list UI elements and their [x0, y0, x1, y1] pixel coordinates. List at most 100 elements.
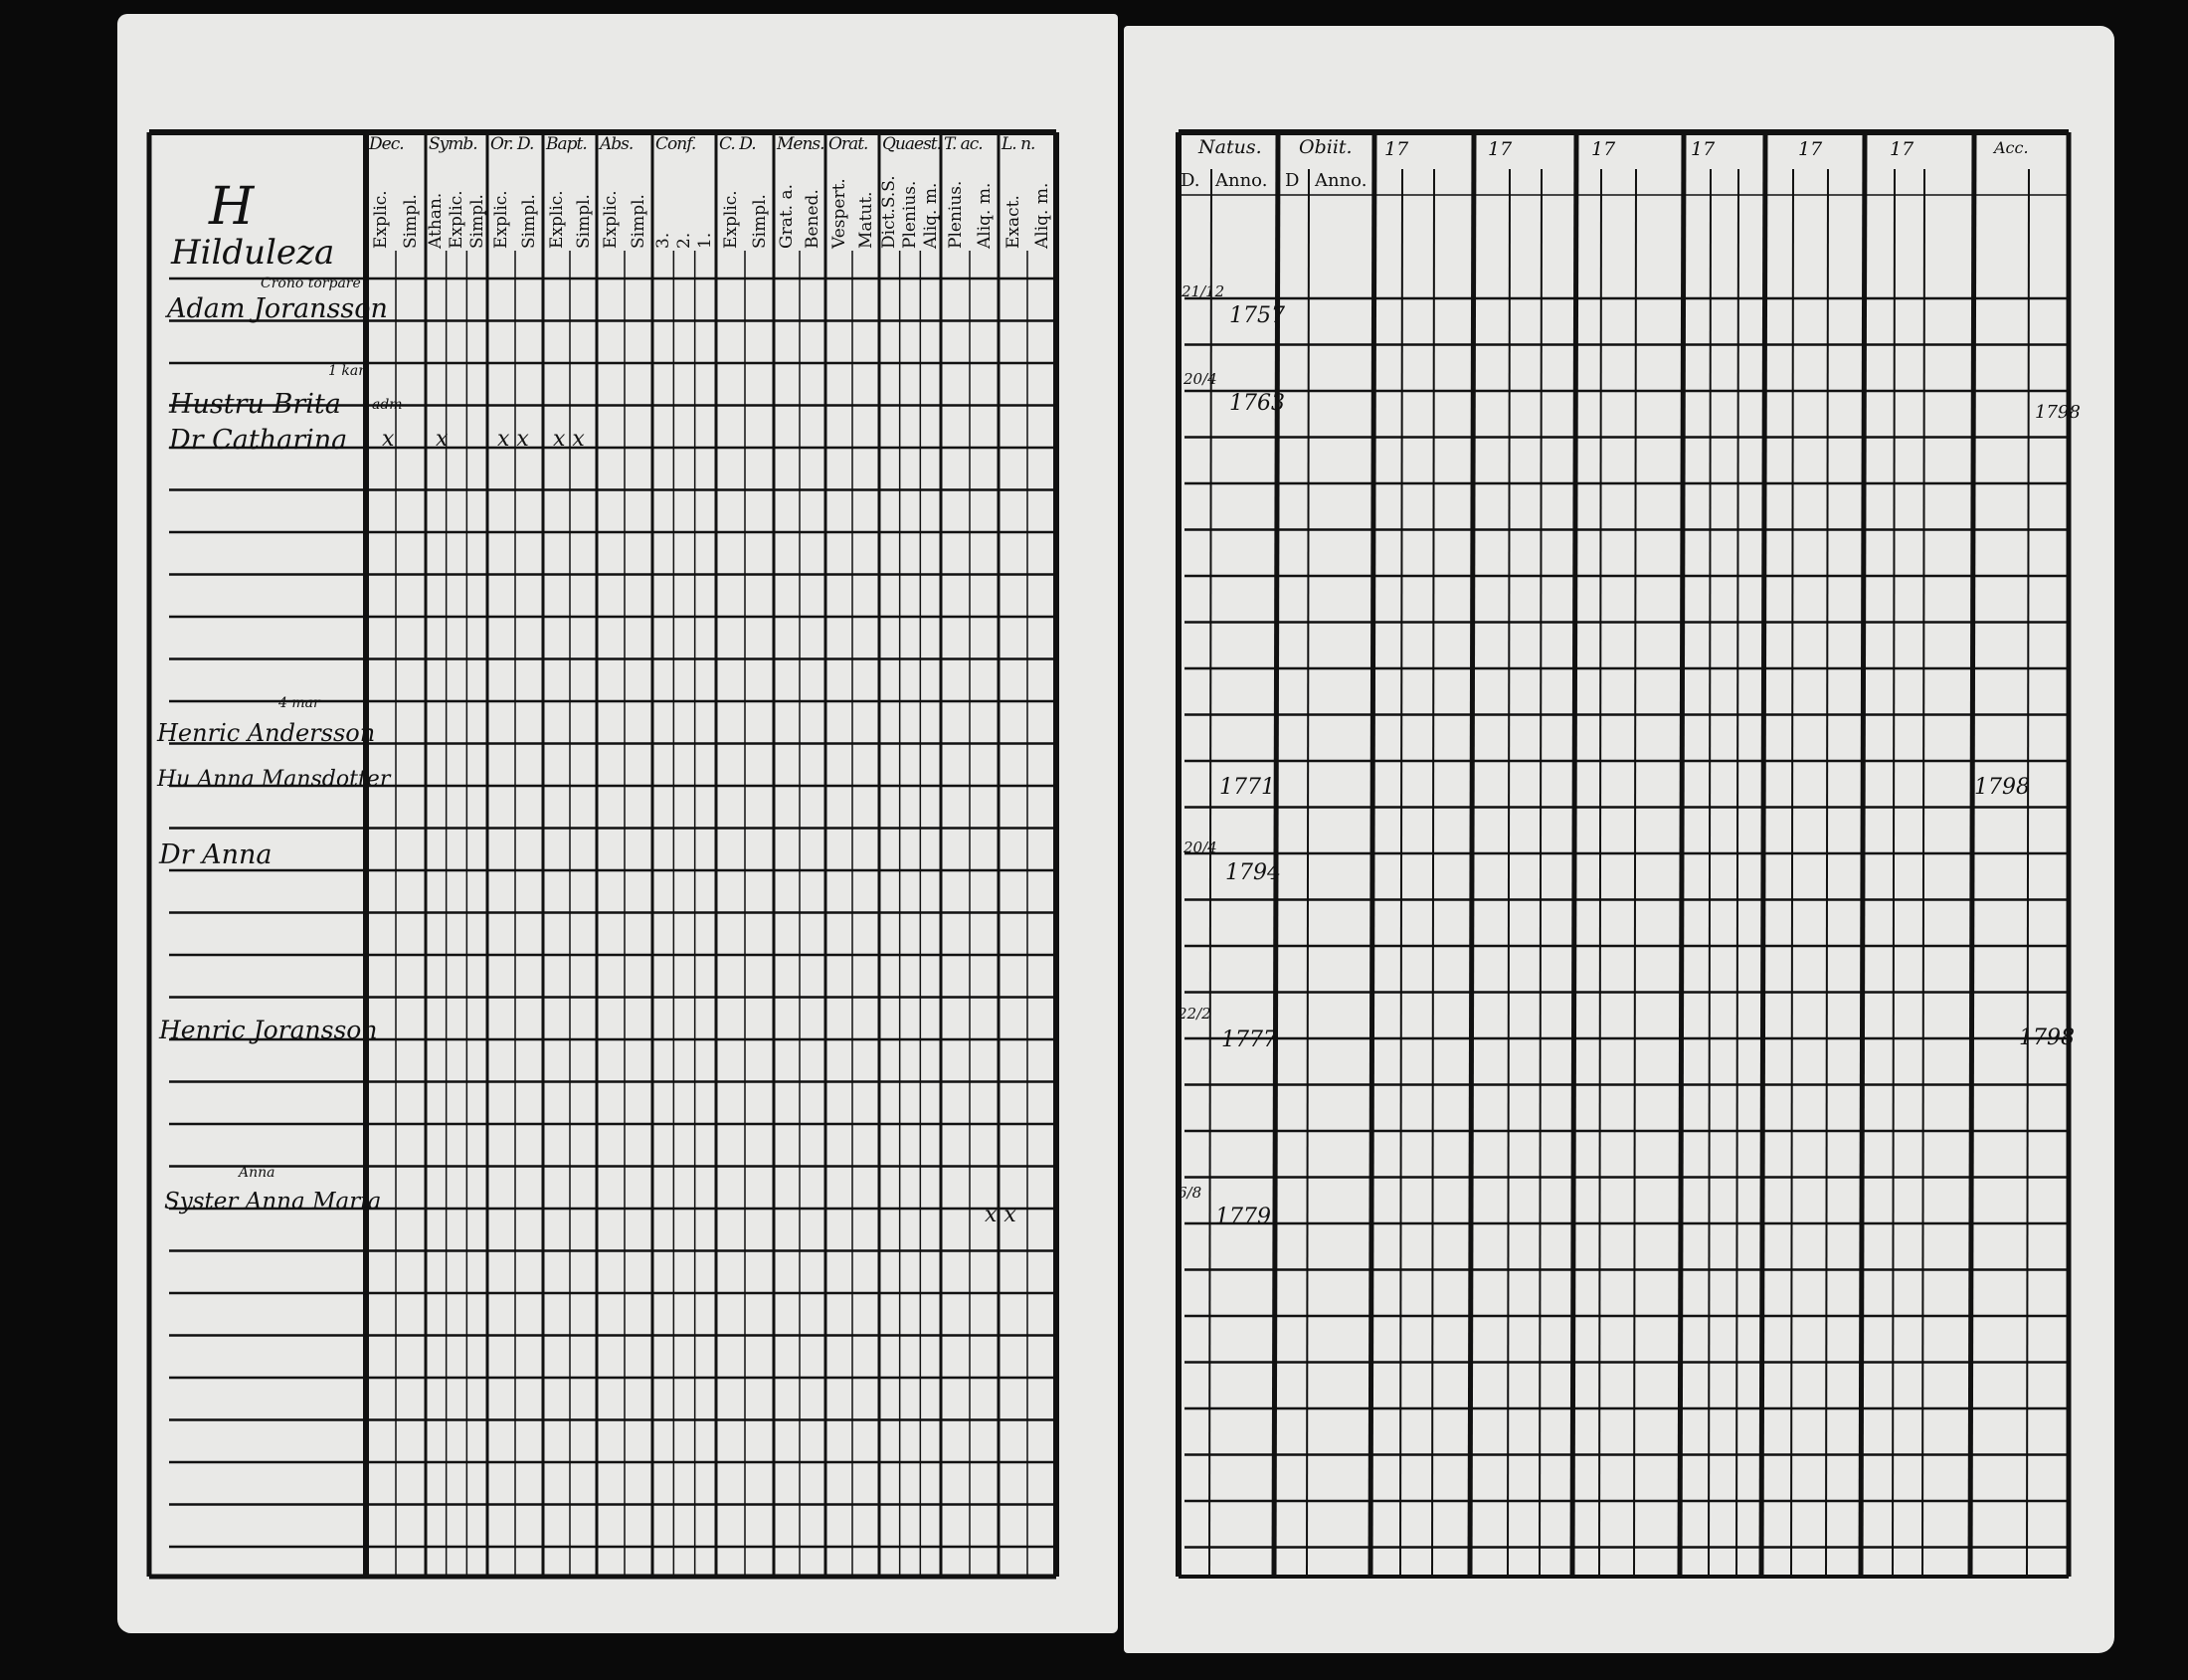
year-header: 17	[1798, 138, 1823, 160]
sub-column-header: Plenius.	[945, 180, 966, 249]
entry-name: Henric Joransson	[159, 1016, 378, 1044]
entry-note: Anna	[239, 1165, 275, 1181]
obiit-header: Obiit.	[1299, 136, 1353, 158]
column-header: Abs.	[600, 134, 634, 154]
birth-year: 1771	[1219, 775, 1275, 800]
entry-note: 4 mar	[278, 695, 320, 711]
obiit-day-header: D	[1285, 170, 1300, 191]
birth-day: 6/8	[1178, 1184, 1202, 1202]
sub-column-header: 3.	[652, 232, 673, 249]
sub-column-header: Simpl.	[573, 194, 594, 249]
acc-header: Acc.	[1994, 138, 2029, 157]
year-header: 17	[1384, 138, 1409, 160]
sub-column-header: Grat. a.	[777, 183, 797, 249]
column-header: Conf.	[655, 134, 696, 154]
column-header: Symb.	[429, 134, 478, 154]
entry-note: adm	[372, 397, 403, 413]
sub-column-header: Simpl.	[749, 194, 770, 249]
sub-column-header: 2.	[674, 232, 694, 249]
sub-column-header: Simpl.	[466, 194, 487, 249]
exam-mark: x x	[553, 427, 585, 452]
birth-year: 1777	[1221, 1027, 1277, 1052]
sub-column-rule	[1431, 168, 1435, 1578]
year-header: 17	[1591, 138, 1616, 160]
sub-column-rule	[1790, 168, 1794, 1578]
birth-year: 1779	[1215, 1205, 1271, 1229]
sub-column-rule	[1306, 168, 1310, 1578]
column-header: Quaest.	[882, 134, 942, 154]
sub-column-header: Explic.	[491, 190, 511, 249]
sub-column-header: Dict.S.S.	[879, 175, 900, 249]
sub-column-rule	[1633, 168, 1637, 1578]
sub-column-rule	[1399, 168, 1403, 1578]
year-header: 17	[1890, 138, 1914, 160]
exam-mark: x	[382, 427, 395, 452]
column-header: Mens.	[777, 134, 825, 154]
sub-column-header: Simpl.	[629, 194, 648, 249]
sub-column-header: Aliq. m.	[1031, 182, 1052, 249]
sub-column-header: Simpl.	[519, 194, 539, 249]
sub-column-rule	[1208, 168, 1212, 1578]
sub-column-header: Vespert.	[828, 178, 849, 249]
sub-column-rule	[1507, 168, 1511, 1578]
acc-year: 1798	[2019, 1026, 2075, 1050]
entry-name: Hustru Brita	[169, 389, 341, 420]
natus-header: Natus.	[1198, 136, 1262, 158]
column-header: Orat.	[828, 134, 868, 154]
year-header: 17	[1691, 138, 1716, 160]
entry-name: Henric Andersson	[157, 719, 376, 747]
natus-year-header: Anno.	[1215, 170, 1268, 191]
birth-year: 1763	[1229, 391, 1285, 416]
entry-name: Dr Catharina	[169, 425, 348, 456]
sub-column-header: 1.	[695, 232, 716, 249]
entry-place: Hilduleza	[171, 233, 335, 273]
birth-day: 21/12	[1182, 282, 1225, 300]
exam-mark: x x	[985, 1203, 1016, 1227]
sub-column-header: Bened.	[803, 189, 822, 249]
column-header: T. ac.	[944, 134, 984, 154]
acc-year: 1798	[1974, 775, 2030, 800]
left-page	[117, 14, 1118, 1633]
exam-mark: x x	[497, 427, 529, 452]
sub-column-header: Aliq. m.	[920, 182, 941, 249]
sub-column-header: Plenius.	[900, 180, 920, 249]
column-header: Or. D.	[490, 134, 534, 154]
sub-column-rule	[1539, 168, 1543, 1578]
column-header: L. n.	[1002, 134, 1035, 154]
entry-name: Syster Anna Maria	[164, 1189, 382, 1214]
sub-column-header: Explic.	[546, 190, 567, 249]
obiit-year-header: Anno.	[1315, 170, 1368, 191]
column-header: Dec.	[369, 134, 405, 154]
column-header: Bapt.	[546, 134, 588, 154]
sub-column-header: Aliq. m.	[974, 182, 995, 249]
entry-name: Dr Anna	[159, 840, 273, 870]
column-header: C. D.	[719, 134, 757, 154]
birth-year: 1757	[1229, 303, 1285, 328]
sub-column-header: Explic.	[371, 190, 391, 249]
natus-day-header: D.	[1181, 170, 1200, 191]
sub-column-header: Explic.	[601, 190, 621, 249]
birth-day: 20/4	[1184, 839, 1217, 856]
acc-year: 1798	[2035, 402, 2081, 423]
sub-column-rule	[1921, 168, 1925, 1578]
sub-column-rule	[1735, 168, 1739, 1578]
sub-column-rule	[1892, 168, 1896, 1578]
exam-mark: x	[436, 427, 449, 452]
sub-column-header: Simpl.	[401, 194, 421, 249]
sub-column-header: Athan.	[426, 192, 447, 249]
birth-day: 20/4	[1184, 370, 1217, 388]
entry-name: Adam Joransson	[167, 293, 388, 324]
sub-column-header: Matut.	[855, 191, 876, 249]
right-page	[1124, 26, 2114, 1653]
sub-column-header: Exact.	[1003, 195, 1023, 249]
birth-year: 1794	[1225, 860, 1281, 885]
birth-day: 22/2	[1178, 1005, 1211, 1023]
sub-column-rule	[1825, 168, 1829, 1578]
year-header: 17	[1488, 138, 1513, 160]
entry-name: Hu Anna Mansdotter	[157, 767, 391, 792]
sub-column-rule	[1598, 168, 1602, 1578]
sub-column-header: Explic.	[447, 190, 466, 249]
sub-column-rule	[1708, 168, 1712, 1578]
sub-column-header: Explic.	[720, 190, 741, 249]
